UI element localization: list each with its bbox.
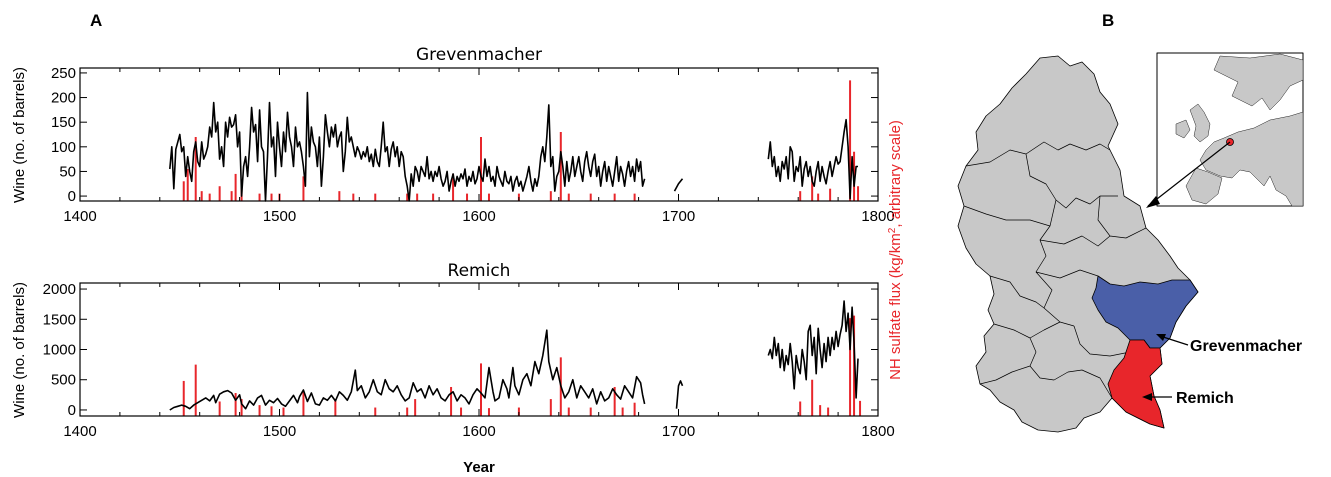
sulfate-axis-label-main: NH sulfate flux (kg/km (887, 233, 904, 380)
x-tick-label: 1500 (263, 208, 296, 225)
x-tick-label: 1800 (861, 208, 894, 225)
grevenmacher-chart: Grevenmacher 1400 1500 1600 1700 18000501001… (11, 45, 895, 225)
y-tick-label: 500 (51, 372, 76, 389)
x-tick-label: 1400 (63, 423, 96, 440)
sulfate-axis-label-superscript: 2 (887, 227, 898, 233)
grevenmacher-label-arrow (1159, 335, 1189, 346)
grevenmacher-plot-frame (79, 67, 879, 202)
x-tick-label: 1400 (63, 208, 96, 225)
scandinavia-landmass (1213, 53, 1304, 111)
remich-label: Remich (1176, 390, 1234, 407)
y-tick-label: 150 (51, 114, 76, 131)
y-tick-label: 2000 (43, 281, 76, 298)
y-tick-label: 100 (51, 139, 76, 156)
inset-pointer-line (1147, 141, 1231, 207)
x-tick-label: 1800 (861, 423, 894, 440)
wine-series-line (767, 118, 858, 200)
wine-series-line (169, 329, 646, 411)
remich-canton (1107, 339, 1165, 429)
panel-letter-b: B (1102, 11, 1114, 30)
x-tick-label: 1700 (662, 423, 695, 440)
continent-landmass (1199, 111, 1304, 207)
y-tick-label: 0 (68, 402, 76, 419)
remich-ticks: 1400 1500 1600 1700 1800 0 500 1000 1500 2000 (43, 281, 895, 440)
grevenmacher-y-axis-label: Wine (no. of barrels) (11, 67, 28, 203)
remich-wine-series (169, 300, 859, 411)
grevenmacher-wine-series (169, 91, 858, 202)
remich-plot-frame (79, 282, 879, 417)
europe-inset (1175, 53, 1304, 207)
remich-y-axis-label: Wine (no. of barrels) (11, 282, 28, 418)
canton-borders (963, 141, 1147, 399)
y-tick-label: 50 (59, 163, 76, 180)
x-tick-label: 1700 (662, 208, 695, 225)
grevenmacher-label-arrowhead (1156, 334, 1166, 341)
grevenmacher-label: Grevenmacher (1190, 338, 1302, 355)
y-tick-label: 1000 (43, 342, 76, 359)
grevenmacher-canton (1091, 275, 1199, 349)
x-axis-label: Year (463, 459, 495, 476)
remich-chart: Remich 1400 1500 1600 1700 1800 0 500 1000 1500 2… (11, 261, 895, 476)
x-tick-label: 1600 (462, 208, 495, 225)
wine-series-line (675, 380, 684, 409)
british-isles-landmass (1189, 103, 1211, 143)
iberia-landmass (1185, 167, 1223, 205)
y-tick-label: 0 (68, 188, 76, 205)
wine-series-line (169, 91, 646, 202)
x-tick-label: 1500 (263, 423, 296, 440)
remich-chart-title: Remich (448, 261, 511, 281)
sulfate-axis-label: NH sulfate flux (kg/km2, arbitrary scale… (887, 120, 904, 380)
y-tick-label: 1500 (43, 311, 76, 328)
luxembourg-map (957, 52, 1304, 433)
grevenmacher-chart-title: Grevenmacher (416, 45, 542, 65)
remich-label-arrowhead (1142, 393, 1152, 401)
wine-series-line (673, 178, 684, 192)
y-tick-label: 200 (51, 90, 76, 107)
panel-letter-a: A (90, 11, 102, 30)
grevenmacher-ticks: 1400 1500 1600 1700 1800 0 50 100 150 200 250 (51, 65, 895, 225)
inset-pointer-arrowhead (1146, 196, 1160, 208)
ireland-landmass (1175, 119, 1191, 139)
sulfate-axis-label-tail: , arbitrary scale) (887, 120, 904, 228)
remich-sulfate-stems (182, 315, 862, 416)
x-tick-label: 1600 (462, 423, 495, 440)
y-tick-label: 250 (51, 65, 76, 82)
wine-series-line (767, 300, 859, 399)
